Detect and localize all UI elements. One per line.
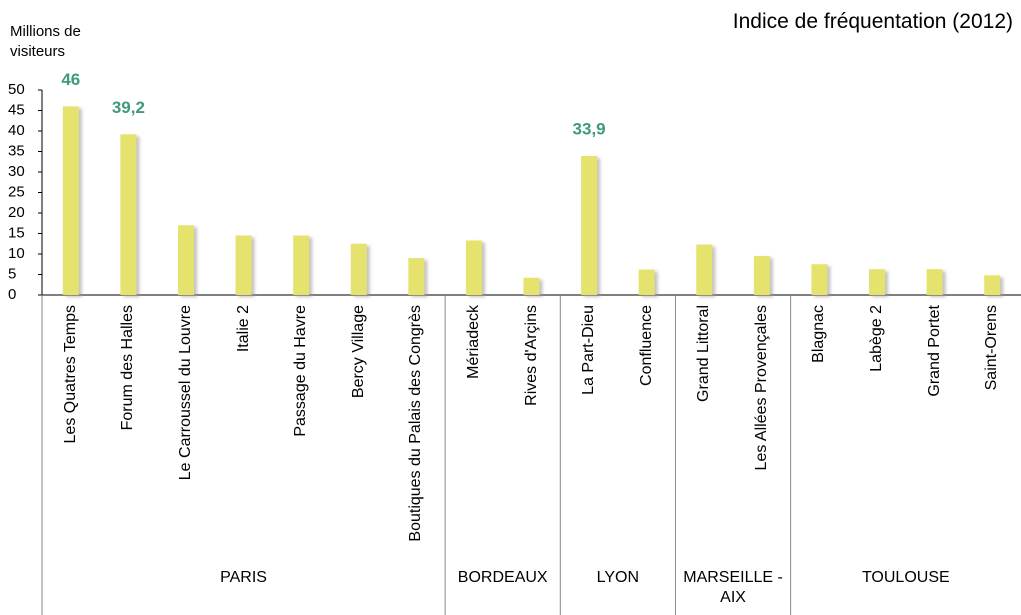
y-tick-label: 25 (8, 183, 25, 200)
x-tick-label: Les Quatres Temps (61, 305, 79, 444)
bar (984, 275, 1001, 295)
group-label: TOULOUSE (861, 569, 950, 586)
group-label: LYON (596, 569, 640, 586)
bar (465, 240, 482, 295)
y-tick-label: 50 (8, 81, 25, 98)
bar (869, 269, 886, 295)
y-tick-label: 20 (8, 204, 25, 221)
bar (120, 134, 137, 295)
y-tick-label: 30 (8, 163, 25, 180)
y-tick-label: 10 (8, 245, 25, 262)
x-tick-label: Grand Portet (925, 305, 943, 397)
x-tick-label: Saint-Orens (983, 305, 1001, 391)
x-tick-label: Grand Littoral (695, 305, 713, 402)
value-label: 39,2 (112, 98, 145, 117)
group-label: PARIS (220, 569, 267, 586)
x-tick-label: La Part-Dieu (580, 305, 598, 395)
bar (523, 277, 540, 295)
x-tick-label: Les Allées Provençales (752, 305, 770, 471)
y-tick-label: 35 (8, 142, 25, 159)
x-tick-label: Boutiques du Palais des Congrès (407, 305, 425, 542)
x-tick-label: Mériadeck (464, 305, 482, 379)
group-label: BORDEAUX (457, 569, 548, 586)
x-tick-label: Passage du Havre (292, 305, 310, 437)
bar (811, 264, 828, 295)
value-label: 46 (61, 70, 80, 89)
bar (926, 269, 943, 295)
x-tick-label: Forum des Halles (119, 305, 137, 431)
x-tick-label: Bercy Village (349, 305, 367, 399)
chart-title: Indice de fréquentation (2012) (732, 10, 1013, 33)
y-tick-label: 0 (8, 286, 16, 303)
bar (293, 235, 310, 295)
bar (581, 156, 598, 295)
y-tick-label: 15 (8, 224, 25, 241)
y-axis-label: Millions de visiteurs (10, 23, 81, 60)
y-tick-label: 5 (8, 265, 16, 282)
bar (62, 106, 79, 296)
bar (408, 258, 425, 295)
bar (177, 225, 194, 295)
x-tick-label: Rives d'Arçins (522, 305, 540, 406)
y-tick-label: 40 (8, 122, 25, 139)
group-label: MARSEILLE - AIX (683, 569, 783, 606)
x-tick-label: Confluence (637, 305, 655, 386)
bar (235, 235, 252, 295)
bar (350, 243, 367, 295)
value-label: 33,9 (573, 119, 606, 138)
x-tick-label: Labège 2 (868, 305, 886, 372)
bar (696, 244, 713, 295)
bar (638, 269, 655, 295)
y-tick-label: 45 (8, 101, 25, 118)
x-tick-label: Italie 2 (234, 305, 252, 353)
bar (753, 256, 770, 295)
x-tick-label: Le Carroussel du Louvre (176, 305, 194, 481)
x-tick-label: Blagnac (810, 305, 828, 363)
